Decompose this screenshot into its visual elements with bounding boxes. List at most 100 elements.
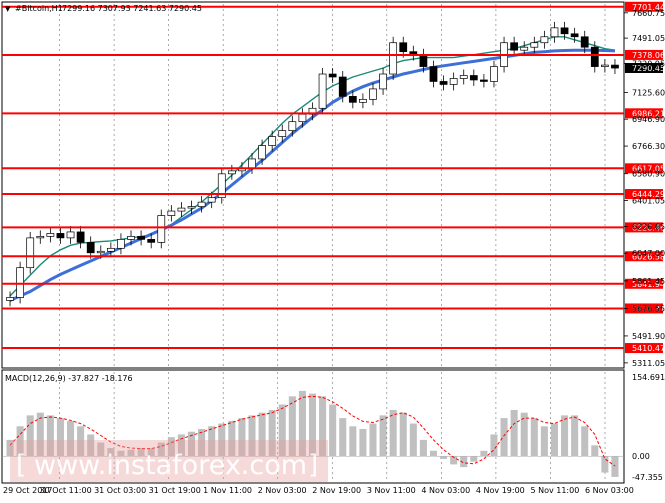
macd-hist-bar (228, 420, 236, 457)
y-tick-label: 5861.45 (632, 277, 665, 286)
macd-hist-bar (36, 412, 44, 457)
macd-hist-bar (127, 449, 135, 457)
macd-hist-bar (611, 456, 619, 477)
macd-hist-bar (500, 418, 508, 457)
level-label: 7378.06 (632, 51, 665, 60)
y-tick-label: 6226.65 (632, 222, 665, 231)
candle-body (459, 75, 468, 79)
x-tick-label: 4 Nov 03:00 (421, 486, 470, 495)
candle-body (187, 206, 196, 209)
macd-hist-bar (460, 456, 468, 468)
candle-body (580, 36, 589, 48)
candle-body (429, 66, 438, 82)
y-tick-label: 5311.05 (632, 359, 665, 368)
macd-hist-bar (440, 456, 448, 459)
x-tick-label: 31 Oct 19:00 (149, 486, 201, 495)
macd-hist-bar (6, 439, 14, 457)
macd-hist-bar (319, 396, 327, 457)
macd-hist-bar (349, 426, 357, 457)
ohlc-readout: 7299.16 7307.93 7241.63 7290.45 (62, 4, 202, 13)
macd-hist-bar (67, 420, 75, 457)
macd-hist-bar (510, 409, 518, 457)
x-tick-label: 30 Oct 11:00 (40, 486, 92, 495)
macd-series (2, 390, 624, 477)
macd-hist-bar (450, 456, 458, 465)
macd-hist-bar (56, 418, 64, 457)
macd-hist-bar (571, 415, 579, 457)
candle-body (469, 75, 478, 81)
symbol-dropdown-icon[interactable]: ▼ (5, 5, 11, 13)
candle-body (76, 231, 85, 243)
macd-hist-bar (399, 412, 407, 457)
macd-hist-bar (520, 412, 528, 457)
macd-hist-bar (480, 450, 488, 457)
y-tick-label: 6580.90 (632, 170, 665, 179)
y-tick-label: 6946.90 (632, 115, 665, 124)
level-label-box (625, 343, 663, 354)
candle-body (106, 247, 115, 252)
candle-body (540, 36, 549, 44)
level-label-box (625, 251, 663, 262)
candle-body (56, 233, 65, 239)
watermark-box (10, 440, 328, 482)
candle-body (197, 201, 206, 207)
level-label: 6986.21 (632, 109, 665, 118)
candle-body (288, 121, 297, 131)
macd-hist-bar (177, 434, 185, 457)
candle-body (348, 96, 357, 103)
macd-hist-bar (268, 409, 276, 457)
level-label-box (625, 222, 663, 233)
macd-hist-bar (490, 434, 498, 457)
level-label-box (625, 189, 663, 200)
candle-body (590, 46, 599, 67)
y-tick-label: 7320.95 (632, 59, 665, 68)
x-tick-label: 6 Nov 03:00 (585, 486, 634, 495)
candle-body (359, 98, 367, 103)
macd-hist-bar (561, 415, 569, 457)
macd-hist-bar (167, 437, 175, 457)
candle-body (419, 54, 428, 67)
grid (59, 4, 606, 482)
symbol-label: #Bitcoin,H1 (15, 4, 63, 13)
macd-hist-bar (591, 445, 599, 457)
watermark-bracket-left: [ (16, 450, 26, 480)
macd-label: MACD(12,26,9) -37.827 -18.176 (5, 374, 133, 383)
candle-body (318, 73, 327, 109)
macd-hist-bar (16, 426, 24, 457)
macd-axis-top-label: 154.691 (632, 373, 665, 382)
candles (6, 21, 619, 307)
candle-body (439, 81, 448, 85)
macd-axis-bottom-label: -47.355 (632, 473, 663, 482)
candle-body (137, 236, 145, 240)
candle-body (338, 76, 347, 97)
level-label: 6617.05 (632, 164, 665, 173)
candle-body (217, 173, 226, 199)
level-label: 6444.29 (632, 190, 665, 199)
level-label-box (625, 108, 663, 119)
candle-body (399, 42, 408, 53)
macd-hist-bar (97, 442, 105, 457)
candle-body (26, 237, 35, 269)
candle-body (550, 27, 559, 38)
y-tick-label: 6047.00 (632, 249, 665, 258)
level-label-box (625, 1, 663, 12)
macd-hist-bar (77, 426, 85, 457)
candle-body (530, 42, 539, 48)
macd-hist-bar (379, 415, 387, 457)
x-tick-label: 2 Nov 03:00 (258, 486, 307, 495)
candle-body (6, 297, 14, 301)
candle-body (389, 42, 398, 75)
level-label: 5410.47 (632, 344, 665, 353)
level-label-box (625, 163, 663, 174)
candle-body (157, 215, 166, 243)
x-tick-label: 4 Nov 19:00 (476, 486, 525, 495)
macd-hist-bar (329, 404, 337, 457)
candle-body (96, 250, 105, 254)
level-lines: 7701.44 7378.06 6986.21 6617.05 6444.29 6220.… (2, 1, 665, 354)
macd-hist-bar (530, 418, 538, 457)
macd-hist-bar (46, 415, 54, 457)
candle-body (369, 88, 377, 100)
x-tick-label: 5 Nov 11:00 (530, 486, 579, 495)
